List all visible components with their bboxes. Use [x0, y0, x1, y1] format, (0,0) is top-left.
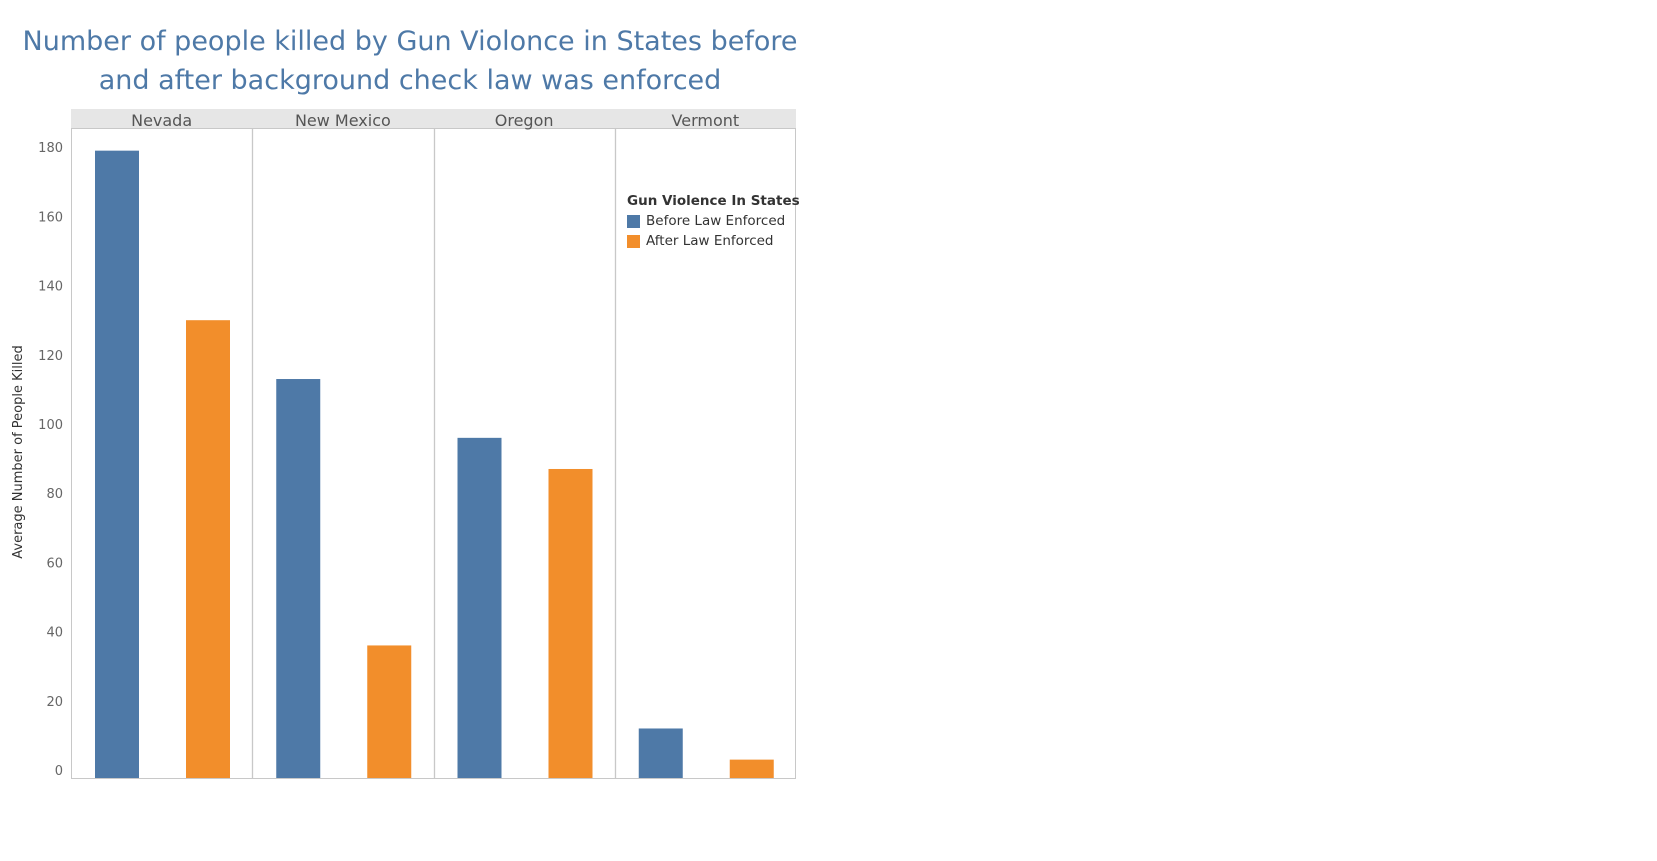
- bar-after-oregon: [548, 468, 593, 778]
- y-tick-label: 120: [38, 349, 63, 364]
- bar-after-vermont: [729, 759, 774, 778]
- y-axis-label: Average Number of People Killed: [11, 345, 26, 558]
- bar-chart: Nevada New Mexico Oregon Vermont 0 20 40 60 80 10…: [11, 109, 796, 779]
- legend-title: Gun Violence In States: [627, 193, 800, 209]
- y-tick-label: 160: [38, 210, 63, 225]
- legend-label-after: After Law Enforced: [646, 233, 774, 249]
- plot-frame: [71, 128, 796, 779]
- panel-header-label: Oregon: [495, 111, 554, 130]
- y-tick-label: 20: [46, 695, 63, 710]
- bar-before-new-mexico: [276, 379, 321, 778]
- chart-title-line-2: and after background check law was enfor…: [98, 65, 722, 96]
- y-tick-label: 140: [38, 280, 63, 295]
- legend-swatch-before: [627, 214, 640, 228]
- legend-item-after[interactable]: After Law Enforced: [627, 231, 800, 251]
- bar-after-nevada: [186, 320, 230, 778]
- y-tick-label: 60: [46, 556, 63, 571]
- bar-before-oregon: [457, 437, 502, 778]
- y-tick-label: 40: [46, 626, 63, 641]
- legend: Gun Violence In States Before Law Enforc…: [627, 193, 800, 251]
- bar-before-nevada: [95, 150, 139, 778]
- y-tick-label: 0: [55, 764, 63, 779]
- bar-after-new-mexico: [367, 645, 412, 778]
- y-tick-label: 100: [38, 418, 63, 433]
- y-tick-label: 180: [38, 141, 63, 156]
- legend-item-before[interactable]: Before Law Enforced: [627, 211, 800, 231]
- legend-label-before: Before Law Enforced: [646, 213, 786, 229]
- panel-header-label: Vermont: [672, 111, 740, 130]
- panel-header-label: New Mexico: [295, 111, 391, 130]
- legend-swatch-after: [627, 234, 640, 248]
- y-tick-label: 80: [46, 487, 63, 502]
- chart-title-line-1: Number of people killed by Gun Violonce …: [22, 26, 798, 57]
- panel-header-band: [71, 109, 796, 128]
- chart-title: Number of people killed by Gun Violonce …: [10, 22, 810, 100]
- panel-header-label: Nevada: [131, 111, 192, 130]
- bar-before-vermont: [638, 728, 683, 778]
